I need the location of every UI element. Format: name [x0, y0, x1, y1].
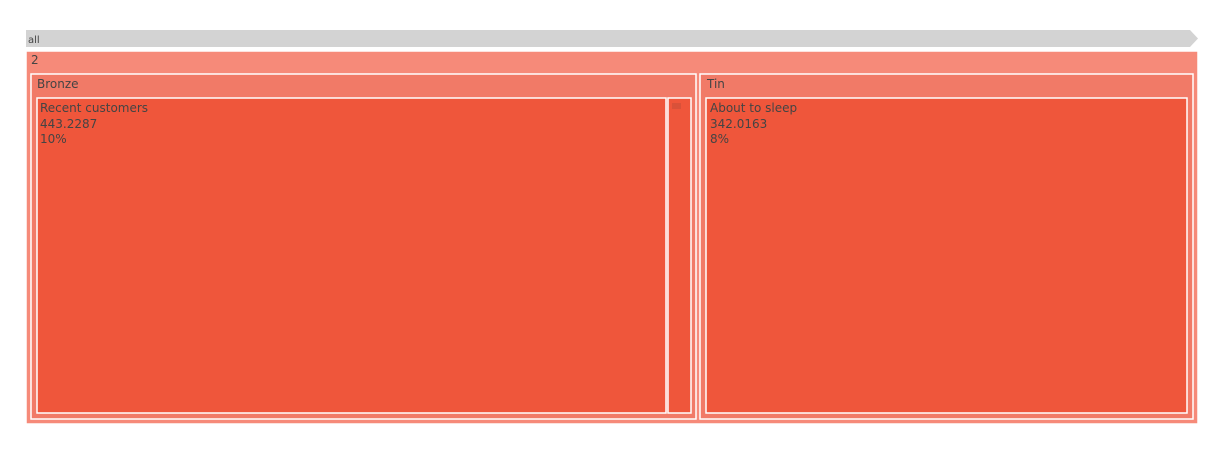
- leaf-value-recent-customers: 443.2287: [40, 117, 97, 131]
- leaf-percent-recent-customers: 10%: [40, 132, 67, 146]
- leaf-label-recent-customers: Recent customers: [40, 101, 148, 115]
- leaf-small-glyph: [672, 103, 681, 109]
- treemap-leaf-tile-about-to-sleep[interactable]: [705, 97, 1188, 414]
- pathbar-shape[interactable]: [26, 30, 1198, 47]
- treemap-leaf-tile-small[interactable]: [667, 97, 692, 414]
- treemap-leaf-tile-recent-customers[interactable]: [36, 97, 667, 414]
- parent-label-bronze: Bronze: [37, 77, 79, 91]
- pathbar-label: all: [28, 35, 40, 46]
- parent-label-tin: Tin: [706, 77, 725, 91]
- root-label: 2: [31, 53, 39, 67]
- leaf-value-about-to-sleep: 342.0163: [710, 117, 767, 131]
- leaf-percent-about-to-sleep: 8%: [710, 132, 729, 146]
- pathbar[interactable]: all: [26, 30, 1198, 47]
- leaf-label-about-to-sleep: About to sleep: [710, 101, 797, 115]
